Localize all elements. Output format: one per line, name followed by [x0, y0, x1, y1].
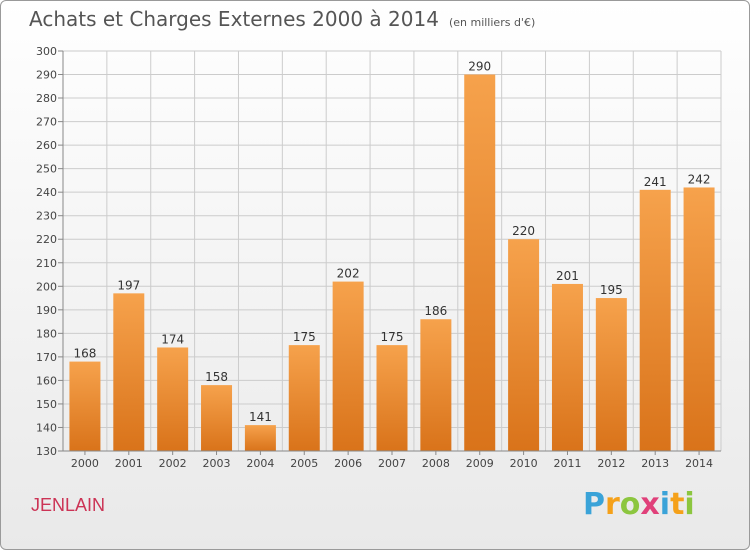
- logo-letter: i: [684, 487, 695, 522]
- data-label: 202: [337, 267, 360, 281]
- x-tick-label: 2003: [203, 457, 231, 470]
- bar: [201, 385, 233, 451]
- x-tick-label: 2008: [422, 457, 450, 470]
- x-tick-label: 2004: [246, 457, 274, 470]
- y-tick-label: 250: [36, 163, 57, 176]
- x-tick-label: 2009: [466, 457, 494, 470]
- y-tick-label: 150: [36, 398, 57, 411]
- bar: [113, 293, 145, 451]
- bar: [288, 345, 320, 451]
- y-tick-label: 240: [36, 186, 57, 199]
- x-tick-label: 2013: [641, 457, 669, 470]
- y-tick-label: 140: [36, 421, 57, 434]
- bar: [376, 345, 408, 451]
- data-label: 290: [468, 60, 491, 74]
- bar: [464, 74, 496, 451]
- x-tick-label: 2011: [553, 457, 581, 470]
- data-label: 201: [556, 269, 579, 283]
- data-label: 241: [644, 175, 667, 189]
- logo-letter: i: [659, 487, 671, 522]
- data-label: 195: [600, 283, 623, 297]
- logo-letter: t: [670, 487, 685, 522]
- y-tick-label: 130: [36, 445, 57, 458]
- bar: [508, 239, 540, 451]
- y-tick-label: 230: [36, 210, 57, 223]
- y-tick-label: 290: [36, 69, 57, 82]
- x-tick-label: 2012: [597, 457, 625, 470]
- x-tick-label: 2010: [510, 457, 538, 470]
- data-label: 175: [293, 330, 316, 344]
- bar: [420, 319, 452, 451]
- y-tick-label: 200: [36, 280, 57, 293]
- y-tick-label: 160: [36, 374, 57, 387]
- y-tick-label: 280: [36, 92, 57, 105]
- commune-name: JENLAIN: [31, 495, 106, 515]
- y-tick-label: 190: [36, 304, 57, 317]
- y-tick-label: 270: [36, 116, 57, 129]
- y-tick-label: 180: [36, 327, 57, 340]
- logo-letter: x: [640, 487, 660, 522]
- data-label: 220: [512, 224, 535, 238]
- y-tick-label: 210: [36, 257, 57, 270]
- x-tick-label: 2001: [115, 457, 143, 470]
- logo-letter: o: [619, 487, 641, 522]
- logo-letter: r: [605, 487, 620, 522]
- data-label: 242: [688, 172, 711, 186]
- proxiti-logo: Proxiti: [583, 487, 695, 522]
- chart-title: Achats et Charges Externes 2000 à 2014 (e…: [29, 7, 535, 31]
- bar: [69, 361, 101, 451]
- data-label: 141: [249, 410, 272, 424]
- data-label: 186: [424, 304, 447, 318]
- x-tick-label: 2014: [685, 457, 713, 470]
- bar: [157, 347, 189, 451]
- bar: [244, 425, 276, 451]
- chart-unit: (en milliers d'€): [448, 16, 536, 29]
- bar: [551, 283, 583, 451]
- data-label: 174: [161, 332, 184, 346]
- y-tick-label: 300: [36, 45, 57, 58]
- y-tick-label: 260: [36, 139, 57, 152]
- bar: [683, 187, 715, 451]
- logo-letter: P: [583, 487, 605, 522]
- y-tick-label: 220: [36, 233, 57, 246]
- x-tick-label: 2000: [71, 457, 99, 470]
- x-tick-label: 2002: [159, 457, 187, 470]
- x-tick-label: 2005: [290, 457, 318, 470]
- data-label: 197: [117, 278, 140, 292]
- bar: [595, 298, 627, 451]
- chart-title-text: Achats et Charges Externes 2000 à 2014: [29, 7, 439, 31]
- bar: [332, 281, 364, 451]
- x-tick-label: 2007: [378, 457, 406, 470]
- bar: [639, 189, 671, 451]
- data-label: 175: [381, 330, 404, 344]
- x-tick-label: 2006: [334, 457, 362, 470]
- data-label: 158: [205, 370, 228, 384]
- y-tick-label: 170: [36, 351, 57, 364]
- data-label: 168: [73, 347, 96, 361]
